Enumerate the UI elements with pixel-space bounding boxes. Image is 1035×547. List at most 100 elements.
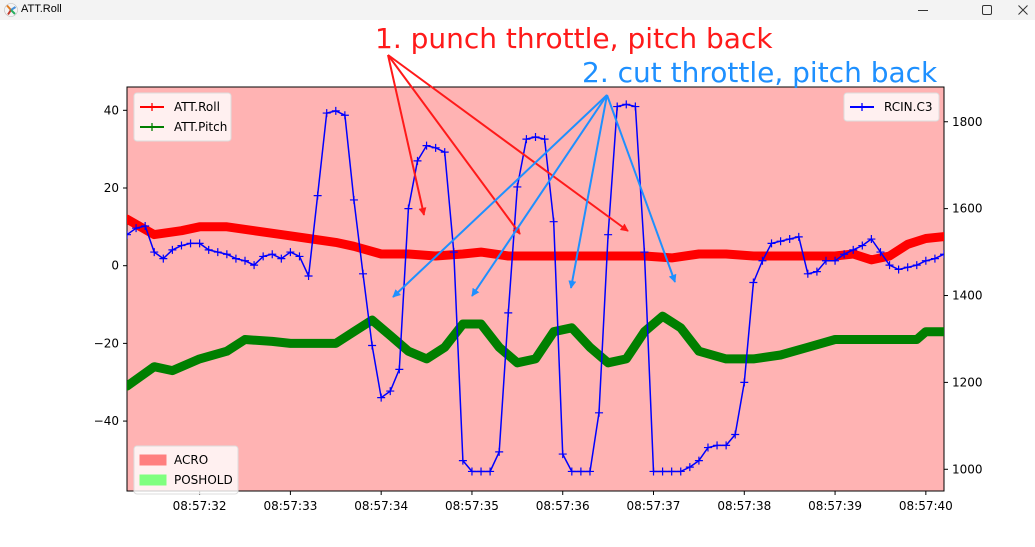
- rcin-marker: [776, 237, 785, 246]
- window-titlebar: ATT.Roll: [0, 0, 1035, 20]
- punch-arrow: [387, 54, 521, 235]
- annotation-layer: [387, 54, 677, 298]
- rcin-marker: [295, 252, 304, 261]
- legend-rcin: [843, 92, 940, 122]
- legend-attitude: [133, 92, 232, 142]
- rcin-marker: [386, 387, 395, 396]
- rcin-marker: [703, 443, 712, 452]
- rcin-marker: [132, 224, 141, 233]
- rcin-marker: [359, 269, 368, 278]
- rcin-marker: [840, 250, 849, 259]
- minimize-button[interactable]: [900, 0, 946, 20]
- y-right-tick-label: 1000: [952, 462, 983, 476]
- y-left-tick-label: 0: [111, 259, 119, 273]
- rcin-marker: [458, 456, 467, 465]
- chart-canvas: 08:57:32 08:57:33 08:57:34 08:57:35 08:57:36…: [94, 22, 983, 513]
- x-tick-label: 08:57:38: [717, 499, 771, 513]
- rcin-marker: [912, 261, 921, 270]
- rcin-marker: [894, 265, 903, 274]
- rcin-marker: [794, 232, 803, 241]
- rcin-marker: [903, 263, 912, 272]
- legend-label: RCIN.C3: [884, 100, 932, 114]
- rcin-marker: [849, 245, 858, 254]
- rcin-marker: [803, 269, 812, 278]
- punch-arrow: [387, 54, 427, 216]
- rcin-marker: [250, 261, 259, 270]
- rcin-marker: [404, 204, 413, 213]
- rcin-marker: [168, 245, 177, 254]
- rcin-marker: [349, 195, 358, 204]
- rcin-marker: [921, 256, 930, 265]
- rcin-marker: [749, 278, 758, 287]
- series-att-pitch: [127, 311, 944, 391]
- annotation-cut-throttle: 2. cut throttle, pitch back: [582, 56, 938, 89]
- rcin-marker: [141, 222, 150, 231]
- rcin-marker: [940, 250, 944, 259]
- rcin-marker: [286, 248, 295, 257]
- minimize-icon: [918, 10, 928, 11]
- rcin-marker: [150, 248, 159, 257]
- rcin-marker: [858, 241, 867, 250]
- y-left-tick-label: −40: [94, 414, 119, 428]
- rcin-marker: [694, 456, 703, 465]
- rcin-marker: [685, 463, 694, 472]
- rcin-marker: [495, 447, 504, 456]
- rcin-marker: [467, 467, 476, 476]
- x-tick-label: 08:57:32: [173, 499, 227, 513]
- rcin-marker: [731, 430, 740, 439]
- rcin-marker: [322, 109, 331, 118]
- legend-layer: ATT.Roll ATT.Pitch RCIN.C3 ACRO POSHOLD: [133, 92, 940, 495]
- rcin-marker: [222, 250, 231, 259]
- rcin-marker: [540, 135, 549, 144]
- plot-area: [126, 86, 945, 492]
- series-layer: [127, 100, 944, 476]
- window-title: ATT.Roll: [21, 3, 62, 15]
- rcin-marker: [722, 441, 731, 450]
- close-button[interactable]: [1000, 0, 1035, 20]
- x-tick-label: 08:57:36: [536, 499, 590, 513]
- y-right-tick-label: 1600: [952, 202, 983, 216]
- rcin-marker: [259, 252, 268, 261]
- rcin-marker: [331, 106, 340, 115]
- rcin-marker: [930, 254, 939, 263]
- rcin-marker: [340, 111, 349, 120]
- rcin-marker: [585, 467, 594, 476]
- rcin-marker: [622, 100, 631, 109]
- rcin-marker: [231, 254, 240, 263]
- rcin-marker: [667, 467, 676, 476]
- rcin-marker: [477, 467, 486, 476]
- rcin-marker: [767, 239, 776, 248]
- rcin-marker: [368, 341, 377, 350]
- y-right-tick-label: 1800: [952, 115, 983, 129]
- maximize-icon: [982, 5, 992, 15]
- rcin-marker: [831, 256, 840, 265]
- close-icon: [1018, 5, 1028, 15]
- y-left-tick-label: 40: [104, 103, 119, 117]
- cut-arrow: [471, 94, 608, 297]
- cut-arrow: [568, 94, 608, 289]
- rcin-marker: [159, 254, 168, 263]
- rcin-marker: [522, 135, 531, 144]
- annotation-punch-throttle: 1. punch throttle, pitch back: [375, 22, 773, 55]
- legend-label: ACRO: [174, 453, 208, 467]
- rcin-marker: [867, 235, 876, 244]
- rcin-marker: [413, 156, 422, 165]
- rcin-marker: [649, 467, 658, 476]
- rcin-marker: [785, 235, 794, 244]
- x-tick-label: 08:57:39: [808, 499, 862, 513]
- rcin-marker: [549, 217, 558, 226]
- rcin-marker: [676, 467, 685, 476]
- rcin-marker: [277, 254, 286, 263]
- rcin-marker: [613, 102, 622, 111]
- rcin-marker: [268, 250, 277, 259]
- rcin-marker: [567, 467, 576, 476]
- rcin-marker: [740, 378, 749, 387]
- rcin-marker: [812, 267, 821, 276]
- maximize-button[interactable]: [964, 0, 1010, 20]
- rcin-marker: [186, 239, 195, 248]
- x-tick-label: 08:57:37: [627, 499, 681, 513]
- rcin-marker: [204, 245, 213, 254]
- rcin-marker: [313, 191, 322, 200]
- rcin-marker: [440, 148, 449, 157]
- rcin-marker: [486, 467, 495, 476]
